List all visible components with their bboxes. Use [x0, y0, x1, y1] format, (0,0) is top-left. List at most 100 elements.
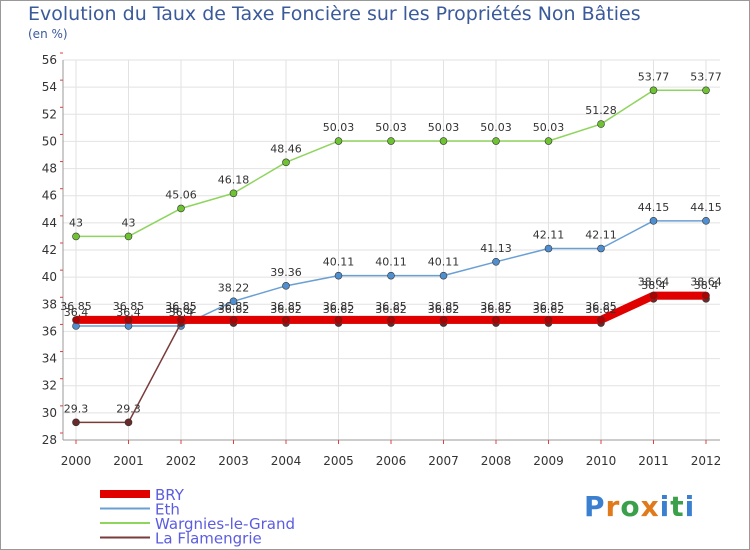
data-label: 50.03 — [533, 121, 565, 134]
data-label: 36.4 — [64, 306, 89, 319]
y-tick-label: 54 — [42, 80, 57, 94]
data-label: 36.85 — [375, 300, 407, 313]
data-label: 50.03 — [480, 121, 512, 134]
legend-label: Wargnies-le-Grand — [155, 515, 295, 533]
data-point — [334, 316, 343, 324]
y-tick-label: 44 — [42, 216, 57, 230]
data-label: 41.13 — [480, 242, 512, 255]
data-point — [387, 271, 395, 280]
data-label: 29.3 — [64, 402, 89, 415]
data-point — [597, 244, 605, 253]
chart-title: Evolution du Taux de Taxe Foncière sur l… — [28, 3, 641, 25]
y-tick-label: 32 — [42, 379, 57, 393]
data-point — [544, 244, 553, 253]
data-label: 36.85 — [480, 300, 512, 313]
data-point — [334, 137, 343, 145]
data-point — [177, 204, 185, 213]
x-ticks: 2000 2001 2002 2003 2004 2005 2006 2007 2008 2009… — [61, 440, 722, 468]
x-tick-label: 2000 — [61, 454, 92, 468]
data-point — [649, 86, 658, 95]
data-label: 44.15 — [638, 201, 670, 214]
data-label: 36.85 — [585, 300, 617, 313]
data-label: 36.62 — [533, 303, 565, 316]
y-tick-label: 38 — [42, 297, 57, 311]
x-tick-label: 2008 — [481, 454, 512, 468]
y-tick-label: 56 — [42, 53, 57, 67]
data-point — [597, 120, 605, 128]
data-label: 36.4 — [116, 306, 141, 319]
x-tick-label: 2002 — [166, 454, 197, 468]
data-point — [649, 291, 658, 300]
y-tick-label: 36 — [42, 324, 57, 338]
x-tick-label: 2009 — [533, 454, 564, 468]
data-label: 38.4 — [694, 279, 719, 292]
data-label: 38.4 — [641, 279, 666, 292]
data-point — [72, 232, 80, 241]
data-point — [282, 316, 290, 324]
data-point — [282, 158, 290, 167]
data-label: 38.22 — [218, 281, 250, 294]
data-label: 36.62 — [270, 303, 302, 316]
data-label: 36.85 — [113, 300, 145, 313]
x-tick-label: 2007 — [428, 454, 459, 468]
data-label: 53.77 — [690, 70, 722, 83]
data-point — [439, 271, 448, 280]
y-axis-unit: (en %) — [28, 27, 68, 41]
data-point — [492, 258, 500, 266]
data-point — [387, 316, 395, 324]
data-point — [492, 137, 500, 145]
data-label: 36.4 — [169, 306, 194, 319]
logo-letter: i — [684, 490, 696, 523]
data-point — [544, 137, 553, 145]
y-tick-label: 48 — [42, 162, 57, 176]
data-label: 36.85 — [428, 300, 460, 313]
data-label: 50.03 — [428, 121, 460, 134]
y-tick-label: 52 — [42, 107, 57, 121]
series-lines — [72, 86, 710, 427]
x-tick-label: 2004 — [271, 454, 302, 468]
logo-letter: i — [659, 490, 671, 523]
data-label: 36.62 — [585, 303, 617, 316]
data-label: 50.03 — [323, 121, 355, 134]
data-point — [124, 232, 133, 241]
data-label: 36.85 — [165, 300, 197, 313]
data-point — [72, 316, 80, 324]
data-point — [72, 418, 80, 427]
data-label: 42.11 — [585, 229, 617, 242]
data-point — [702, 217, 710, 225]
y-tick-label: 30 — [42, 406, 57, 420]
data-point — [702, 291, 710, 300]
data-label: 36.62 — [480, 303, 512, 316]
data-label: 40.11 — [323, 256, 355, 269]
legend-label: BRY — [155, 486, 185, 504]
data-label: 48.46 — [270, 142, 302, 155]
y-tick-label: 46 — [42, 189, 57, 203]
data-label: 46.18 — [218, 173, 250, 186]
logo-letter: x — [640, 490, 660, 523]
x-tick-label: 2010 — [586, 454, 617, 468]
data-point — [702, 86, 710, 95]
data-labels: 43 43 45.06 46.18 48.46 50.03 50.03 50.03 50.03 5… — [60, 70, 722, 415]
y-tick-label: 34 — [42, 352, 57, 366]
data-label: 40.11 — [375, 256, 407, 269]
x-tick-label: 2005 — [323, 454, 354, 468]
data-point — [649, 217, 658, 225]
data-point — [282, 282, 290, 290]
data-label: 42.11 — [533, 229, 565, 242]
x-tick-label: 2001 — [113, 454, 144, 468]
legend-label: La Flamengrie — [155, 530, 262, 548]
y-ticks: 28 30 32 34 36 38 40 42 44 46 48 50 52 54 56 — [42, 52, 63, 447]
logo-letter: P — [584, 490, 606, 523]
data-point — [439, 316, 448, 324]
x-tick-label: 2012 — [691, 454, 722, 468]
data-point — [177, 316, 185, 324]
data-point — [492, 316, 500, 324]
data-label: 51.28 — [585, 104, 617, 117]
data-point — [387, 137, 395, 145]
data-label: 36.62 — [428, 303, 460, 316]
data-label: 36.85 — [60, 300, 92, 313]
data-label: 45.06 — [165, 188, 197, 201]
data-label: 36.85 — [323, 300, 355, 313]
data-label: 40.11 — [428, 256, 460, 269]
